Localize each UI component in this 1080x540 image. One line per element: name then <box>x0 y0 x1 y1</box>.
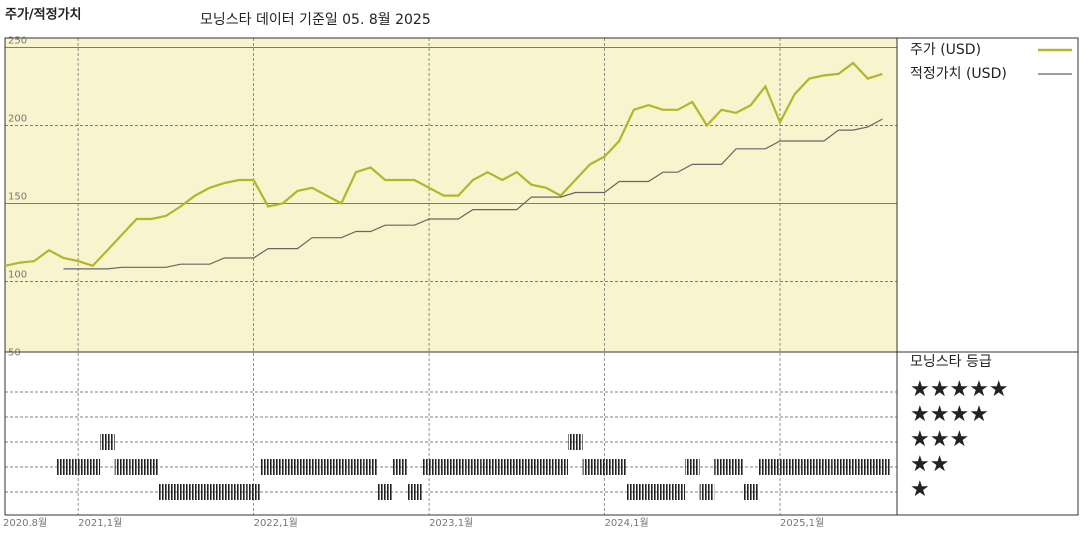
rating-bar <box>655 484 671 500</box>
rating-bar <box>684 459 700 475</box>
rating-bar <box>129 459 144 475</box>
series-line <box>4 61 883 268</box>
rating-bar <box>553 459 568 475</box>
rating-label: ★ <box>910 477 930 502</box>
legend-label: 주가 (USD) <box>910 42 981 58</box>
legend-label: 적정가치 (USD) <box>910 66 1007 82</box>
rating-label: ★★ <box>910 452 949 477</box>
x-tick-label: 2023,1월 <box>429 517 473 529</box>
rating-bar <box>816 459 832 475</box>
chart-title: 주가/적정가치 <box>5 7 82 23</box>
rating-bar <box>524 459 539 475</box>
x-tick-label: 2021,1월 <box>78 517 122 529</box>
rating-bar <box>787 459 802 475</box>
rating-bar <box>187 484 203 500</box>
rating-bar <box>509 459 525 475</box>
rating-bar <box>377 484 393 500</box>
rating-bar <box>363 459 378 475</box>
rating-bar <box>158 484 174 500</box>
rating-bar <box>407 484 422 500</box>
rating-bar <box>202 484 218 500</box>
rating-bar <box>538 459 554 475</box>
y-tick-label: 250 <box>8 35 27 46</box>
rating-bar <box>699 484 715 500</box>
chart-subtitle: 모닝스타 데이터 기준일 05. 8월 2025 <box>200 12 431 28</box>
rating-bar <box>56 459 71 475</box>
rating-label: ★★★★ <box>910 402 989 427</box>
rating-bar <box>611 459 627 475</box>
rating-bar <box>714 459 729 475</box>
rating-bar <box>860 459 876 475</box>
frame <box>4 37 1079 516</box>
rating-bar <box>143 459 159 475</box>
rating-bar <box>597 459 612 475</box>
y-tick-label: 100 <box>8 269 27 280</box>
rating-bar <box>70 459 86 475</box>
rating-bar <box>421 459 437 475</box>
rating-bar <box>641 484 656 500</box>
rating-bar <box>246 484 261 500</box>
rating-bar <box>772 459 788 475</box>
rating-bar <box>480 459 495 475</box>
rating-bar <box>290 459 305 475</box>
rating-bar <box>831 459 846 475</box>
rating-bar <box>758 459 773 475</box>
rating-bar <box>85 459 101 475</box>
rating-bar <box>319 459 335 475</box>
rating-bar <box>231 484 247 500</box>
y-tick-label: 50 <box>8 347 21 358</box>
rating-bar <box>217 484 232 500</box>
rating-bar <box>451 459 466 475</box>
x-tick-label: 2025,1월 <box>780 517 824 529</box>
rating-bar <box>348 459 364 475</box>
rating-label: ★★★★★ <box>910 377 1009 402</box>
rating-bar <box>392 459 408 475</box>
x-tick-label: 2022,1월 <box>254 517 298 529</box>
rating-bar <box>304 459 320 475</box>
rating-bar <box>582 459 598 475</box>
rating-bar <box>260 459 276 475</box>
rating-bar <box>567 434 583 450</box>
rating-bar <box>728 459 744 475</box>
x-tick-label: 2020.8월 <box>3 517 47 529</box>
rating-label: ★★★ <box>910 427 969 452</box>
y-tick-label: 150 <box>8 191 27 202</box>
series-line <box>63 118 883 270</box>
rating-bar <box>465 459 481 475</box>
rating-bar <box>436 459 451 475</box>
rating-bar <box>334 459 349 475</box>
rating-bar <box>100 434 115 450</box>
rating-bar <box>626 484 642 500</box>
y-tick-label: 200 <box>8 113 27 124</box>
rating-bar <box>173 484 188 500</box>
rating-bar <box>275 459 291 475</box>
rating-bar <box>801 459 817 475</box>
x-tick-label: 2024,1월 <box>605 517 649 529</box>
rating-bar <box>743 484 759 500</box>
rating-bar <box>494 459 510 475</box>
rating-bar <box>875 459 890 475</box>
rating-bar <box>845 459 861 475</box>
rating-bar <box>670 484 685 500</box>
rating-bar <box>114 459 130 475</box>
rating-title: 모닝스타 등급 <box>910 354 992 370</box>
